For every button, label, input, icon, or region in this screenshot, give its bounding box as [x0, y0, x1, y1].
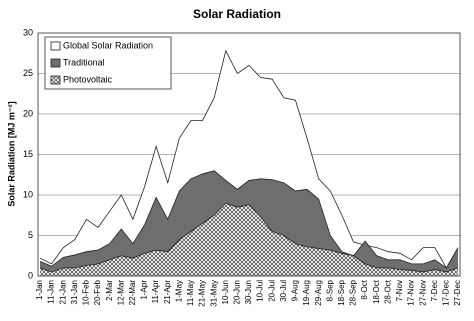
- x-tick-label: 30-Jul: [279, 280, 288, 302]
- y-tick-label: 20: [23, 108, 33, 118]
- x-tick-label: 7-Nov: [395, 280, 404, 301]
- legend-box: [44, 36, 172, 90]
- x-tick-label: 11-Jan: [47, 280, 56, 304]
- x-tick-label: 2-Mar: [105, 280, 114, 301]
- y-tick-label: 25: [23, 68, 33, 78]
- y-axis-label: Solar Radiation [MJ m⁻²]: [6, 101, 16, 206]
- x-tick-label: 27-Nov: [418, 280, 427, 306]
- x-tick-label: 11-Apr: [151, 280, 160, 304]
- x-tick-label: 21-May: [198, 280, 207, 307]
- x-tick-label: 31-May: [209, 280, 218, 307]
- x-tick-label: 20-Jun: [232, 280, 241, 304]
- x-tick-label: 21-Apr: [163, 280, 172, 304]
- x-tick-label: 28-Sep: [349, 279, 358, 305]
- legend-swatch: [50, 41, 61, 51]
- x-tick-label: 30-Jun: [244, 280, 253, 304]
- x-tick-label: 10-Jul: [256, 280, 265, 302]
- x-tick-label: 31-Jan: [70, 280, 79, 304]
- y-tick-label: 5: [28, 230, 33, 240]
- area-fill: [40, 50, 458, 276]
- x-tick-label: 7-Dec: [430, 280, 439, 301]
- x-tick-label: 29-Aug: [314, 280, 323, 306]
- x-tick-label: 1-Apr: [140, 280, 149, 300]
- x-tick-label: 11-May: [186, 280, 195, 306]
- chart-title: Solar Radiation: [193, 7, 281, 21]
- x-tick-label: 1-Jan: [35, 280, 44, 300]
- x-tick-label: 8-Sep: [325, 279, 334, 301]
- x-tick-label: 20-Jul: [267, 280, 276, 302]
- legend-swatch: [50, 75, 61, 85]
- x-tick-label: 10-Jun: [221, 280, 230, 304]
- y-tick-label: 30: [23, 27, 33, 37]
- x-tick-label: 28-Oct: [383, 279, 392, 304]
- x-tick-label: 9-Aug: [291, 280, 300, 301]
- x-tick-label: 17-Dec: [441, 280, 450, 306]
- x-tick-label: 21-Jan: [58, 280, 67, 304]
- y-tick-label: 15: [23, 149, 33, 159]
- legend-label: Traditional: [63, 57, 105, 67]
- area-line: [39, 170, 459, 269]
- area-line: [39, 202, 459, 273]
- x-tick-label: 19-Aug: [302, 280, 311, 306]
- area-line: [39, 49, 459, 269]
- x-tick-label: 1-May: [174, 280, 183, 302]
- x-tick-label: 10-Feb: [82, 279, 91, 305]
- plot-border: [37, 32, 461, 277]
- x-tick-label: 22-Mar: [128, 280, 137, 306]
- x-tick-label: 18-Oct: [372, 279, 381, 304]
- legend-label: Global Solar Radiation: [63, 40, 153, 50]
- y-tick-label: 0: [28, 270, 33, 280]
- y-tick-label: 10: [23, 189, 33, 199]
- x-tick-label: 17-Nov: [407, 280, 416, 306]
- x-tick-label: 18-Sep: [337, 279, 346, 305]
- x-tick-label: 12-Mar: [116, 280, 125, 306]
- area-fill: [40, 203, 458, 276]
- x-tick-label: 8-Oct: [360, 279, 369, 299]
- x-tick-label: 27-Dec: [453, 280, 462, 306]
- x-tick-label: 20-Feb: [93, 279, 102, 305]
- legend-label: Photovoltaic: [63, 74, 113, 84]
- legend-swatch: [50, 58, 61, 68]
